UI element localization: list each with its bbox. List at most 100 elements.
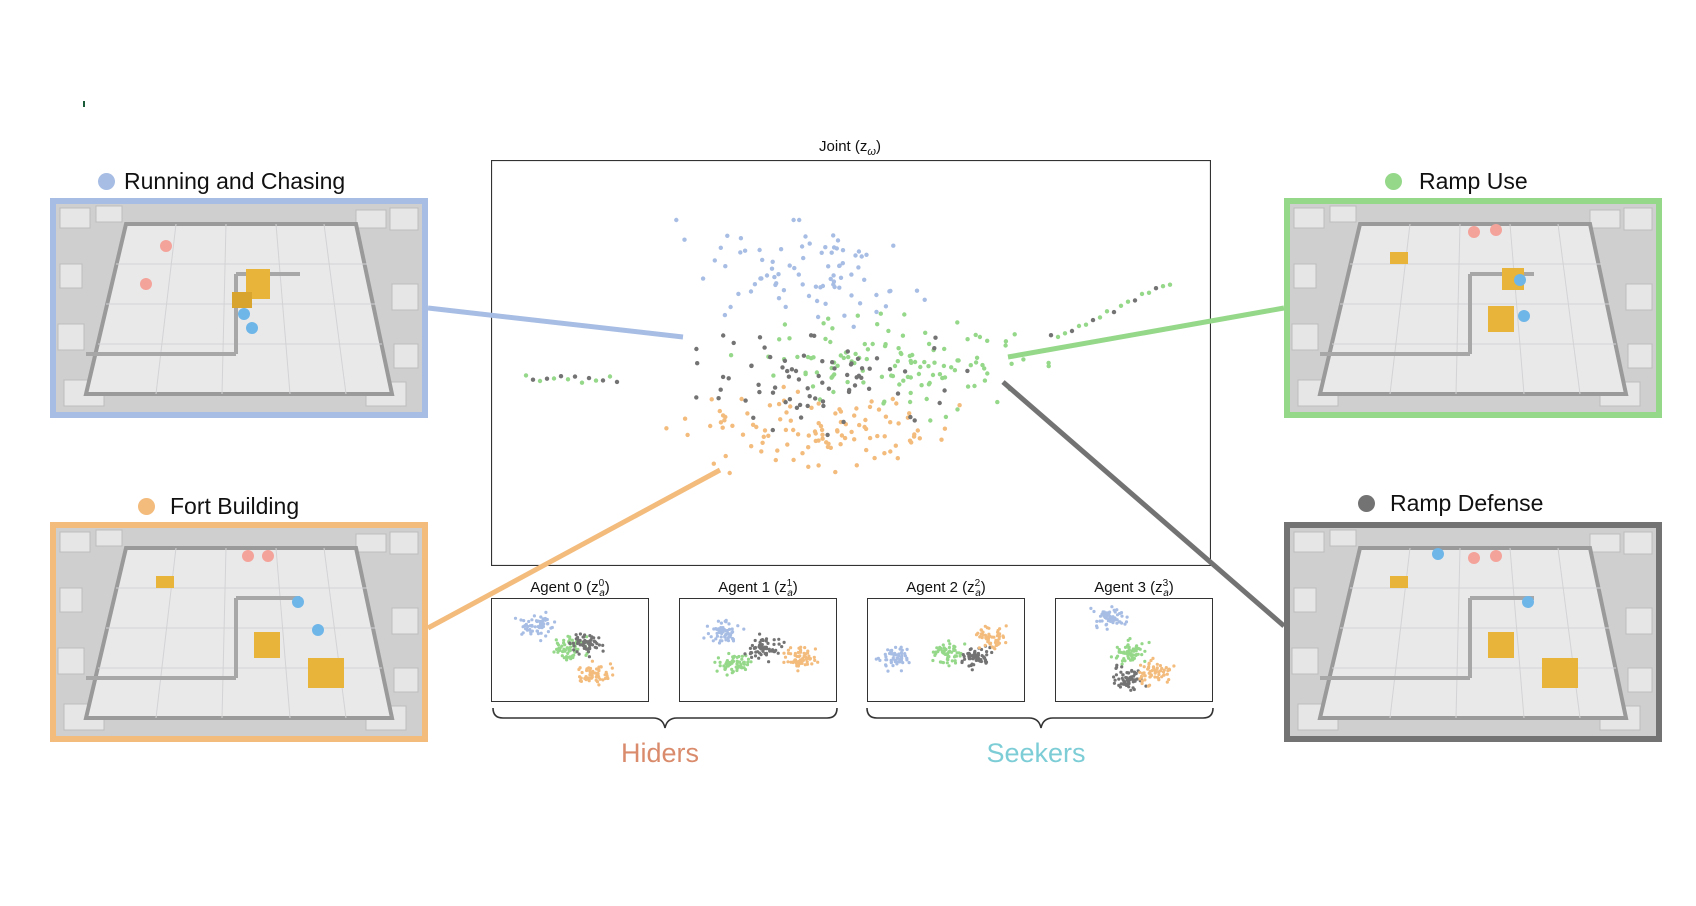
joint-point xyxy=(805,403,810,409)
agent-point xyxy=(899,651,904,655)
agent-point xyxy=(1143,659,1147,663)
agent-point xyxy=(588,634,592,638)
hide-and-seek-arena-icon xyxy=(1290,528,1656,736)
agent-point xyxy=(1125,682,1129,686)
agent-point xyxy=(562,638,566,642)
joint-point xyxy=(759,276,764,281)
joint-point xyxy=(882,451,887,456)
joint-point xyxy=(776,272,781,277)
joint-point xyxy=(977,334,983,340)
agent-point xyxy=(973,649,977,653)
agent-point xyxy=(523,624,527,628)
agent-point xyxy=(735,662,739,666)
joint-point xyxy=(544,376,550,381)
joint-point xyxy=(797,217,802,223)
agent-point xyxy=(813,647,817,651)
agent-point xyxy=(715,627,719,631)
agent-point xyxy=(886,669,890,673)
agent-point xyxy=(530,618,534,622)
agent1-scatter-plot xyxy=(679,598,837,702)
joint-point xyxy=(723,453,728,459)
agent-point xyxy=(546,622,550,626)
joint-point xyxy=(849,361,854,366)
joint-point xyxy=(893,443,898,448)
agent1-sub: a xyxy=(787,588,793,599)
agent-point xyxy=(953,648,957,652)
agent-point xyxy=(1135,677,1139,681)
agent-point xyxy=(1162,673,1166,677)
joint-point xyxy=(916,371,922,377)
agent-point xyxy=(546,630,550,634)
agent-point xyxy=(750,655,754,659)
agent-point xyxy=(578,643,582,647)
agent-point xyxy=(799,661,804,665)
joint-point xyxy=(785,442,790,447)
agent-point xyxy=(1133,672,1137,676)
joint-point xyxy=(1132,298,1138,303)
agent-point xyxy=(1125,615,1129,619)
agent-point xyxy=(758,632,762,636)
joint-point xyxy=(768,354,773,360)
agent-point xyxy=(587,655,591,659)
agent-point xyxy=(1114,673,1118,677)
agent-point xyxy=(1140,681,1144,686)
joint-point xyxy=(674,217,679,223)
agent2-sub: a xyxy=(975,588,981,599)
joint-point xyxy=(864,252,869,257)
joint-point xyxy=(912,359,918,365)
joint-point xyxy=(867,366,872,371)
agent-point xyxy=(1140,671,1145,675)
joint-point xyxy=(888,420,893,425)
joint-point xyxy=(1003,343,1008,348)
agent-point xyxy=(945,661,949,665)
agent-point xyxy=(753,645,757,650)
joint-point xyxy=(912,432,917,437)
agent-point xyxy=(1142,665,1146,669)
joint-point xyxy=(926,382,932,387)
joint-point xyxy=(883,304,889,309)
joint-point xyxy=(926,364,931,369)
agent-point xyxy=(1126,654,1130,658)
agent-point xyxy=(746,657,751,661)
agent-point xyxy=(987,626,991,630)
agent-point xyxy=(801,657,805,661)
joint-point xyxy=(942,426,948,431)
joint-point xyxy=(805,386,810,391)
joint-point xyxy=(826,386,832,391)
agent-point xyxy=(746,660,750,664)
joint-point xyxy=(664,426,669,431)
joint-point xyxy=(1160,284,1166,289)
joint-point xyxy=(910,352,915,358)
agent-point xyxy=(750,643,754,648)
agent-point xyxy=(988,646,992,650)
agent-point xyxy=(980,636,984,640)
joint-point xyxy=(762,345,767,350)
agent-point xyxy=(610,666,614,670)
agent-point xyxy=(970,654,974,658)
joint-point xyxy=(875,322,880,327)
joint-point xyxy=(839,433,845,438)
agent-point xyxy=(1125,676,1129,680)
agent-point xyxy=(1172,664,1176,668)
joint-point xyxy=(798,415,804,420)
joint-point xyxy=(888,449,893,454)
agent-point xyxy=(574,633,578,637)
agent-point xyxy=(1164,666,1168,670)
joint-point xyxy=(922,359,927,365)
joint-point xyxy=(886,328,891,334)
agent-point xyxy=(1134,649,1138,653)
joint-point xyxy=(751,415,756,420)
joint-point xyxy=(840,248,846,253)
joint-point xyxy=(743,398,748,403)
agent-point xyxy=(1119,670,1123,674)
agent-point xyxy=(1121,673,1125,677)
joint-point xyxy=(708,423,713,429)
joint-point xyxy=(820,436,825,441)
joint-point xyxy=(799,244,805,249)
joint-point xyxy=(808,333,814,338)
joint-point xyxy=(823,336,828,342)
joint-point xyxy=(756,382,761,387)
agent-point xyxy=(740,657,744,661)
joint-point xyxy=(778,247,784,252)
agent-point xyxy=(905,647,909,651)
